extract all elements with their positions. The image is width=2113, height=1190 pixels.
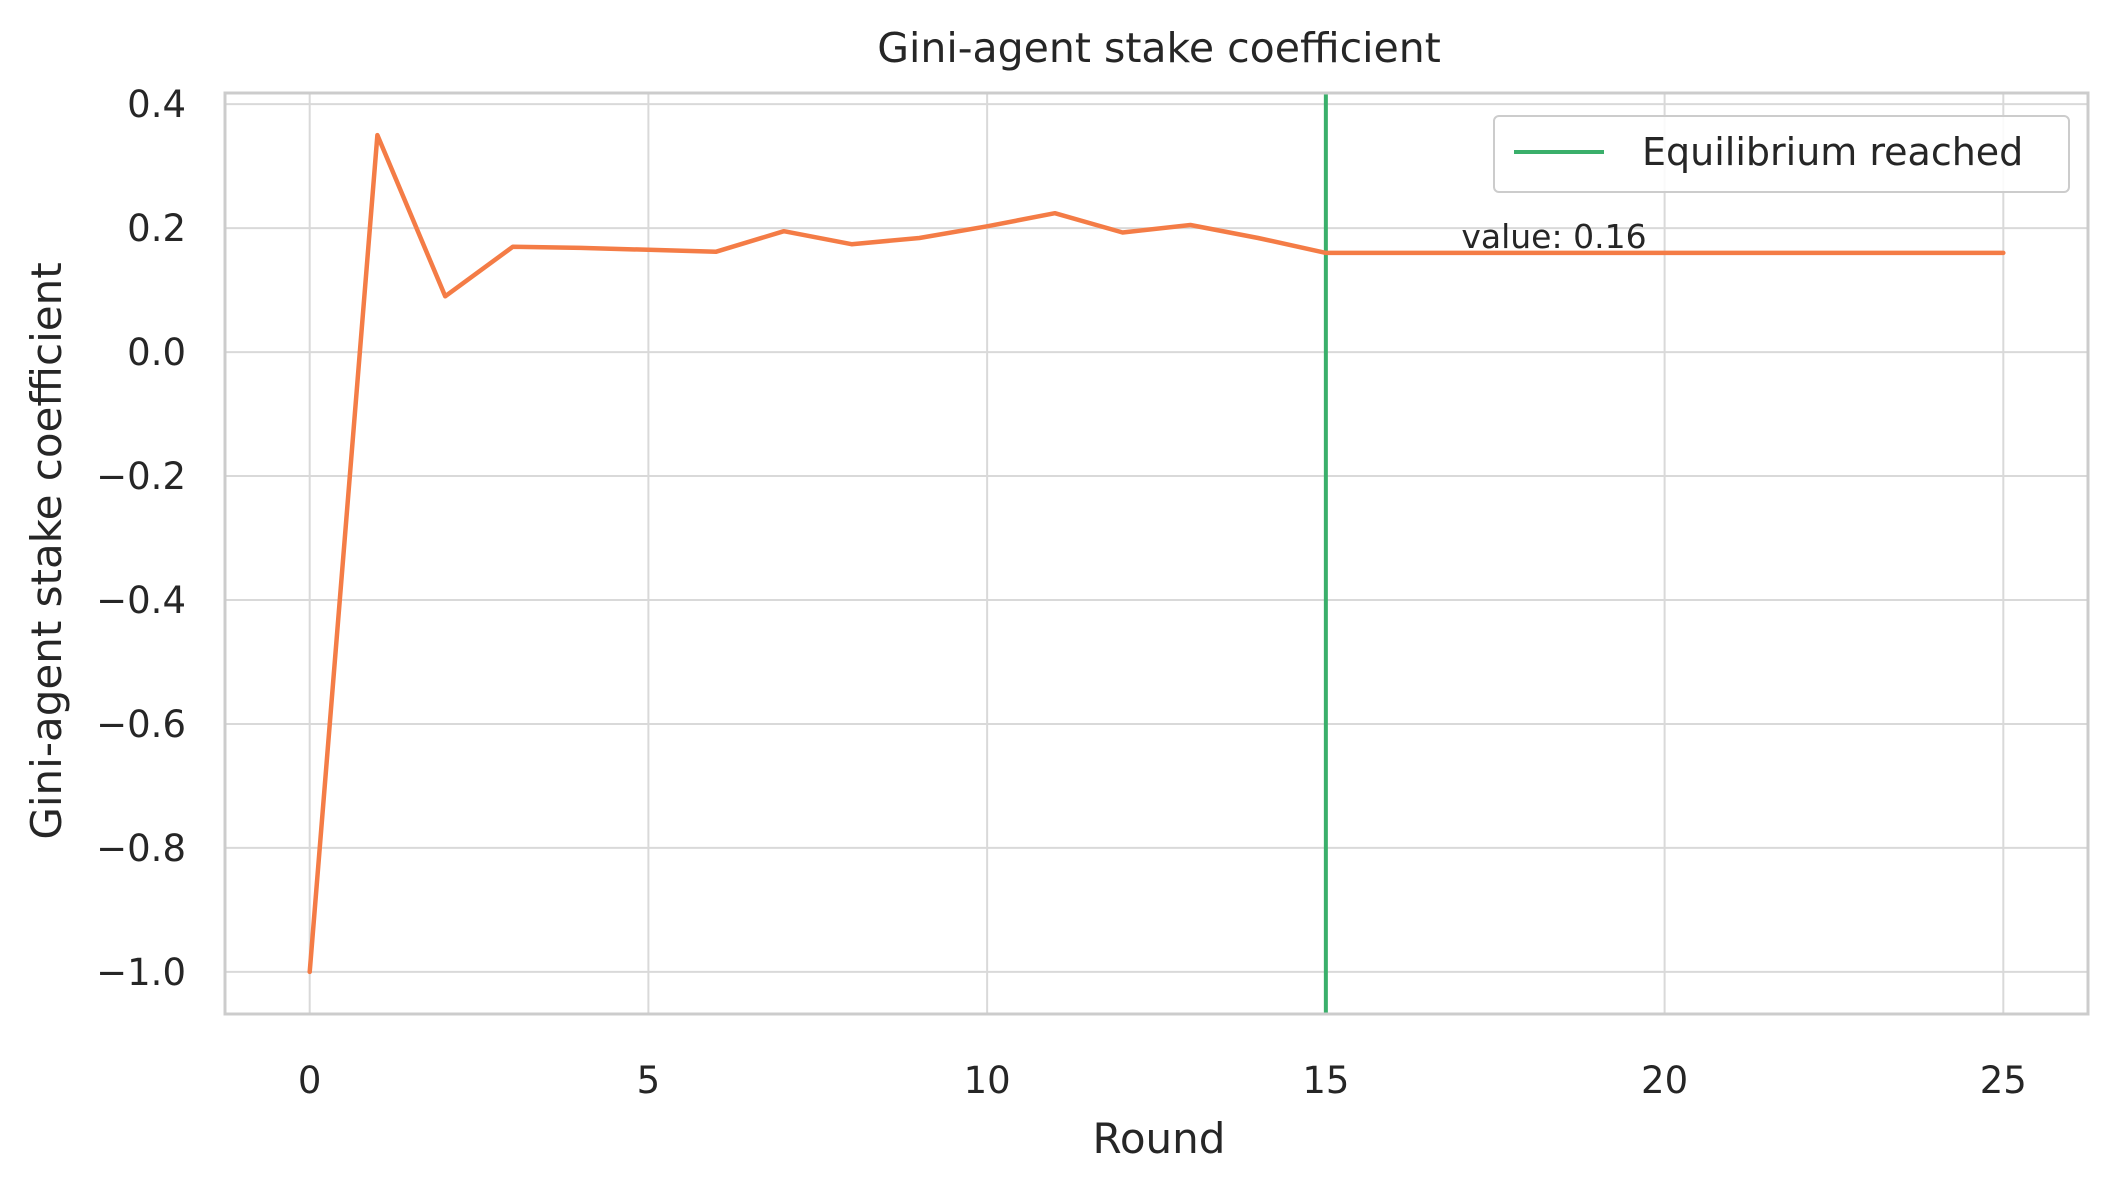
x-tick-label: 25 bbox=[1980, 1059, 2027, 1102]
x-tick-label: 0 bbox=[298, 1059, 322, 1102]
y-tick-label: −0.8 bbox=[96, 827, 186, 870]
y-tick-label: 0.2 bbox=[127, 207, 186, 250]
x-tick-label: 5 bbox=[637, 1059, 661, 1102]
legend-box bbox=[1493, 115, 2070, 193]
x-tick-label: 15 bbox=[1302, 1059, 1349, 1102]
x-tick-label: 10 bbox=[964, 1059, 1011, 1102]
value-annotation: value: 0.16 bbox=[1461, 217, 1646, 256]
series-line bbox=[307, 132, 2006, 975]
x-axis-label: Round bbox=[1093, 1114, 1226, 1163]
y-tick-label: −0.2 bbox=[96, 455, 186, 498]
x-tick-label: 20 bbox=[1641, 1059, 1688, 1102]
y-axis-ticks: 0.4 0.2 0.0 −0.2 −0.4 −0.6 −0.8 −1.0 bbox=[96, 83, 186, 994]
y-tick-label: 0.0 bbox=[127, 331, 186, 374]
x-axis-ticks: 0 5 10 15 20 25 bbox=[298, 1059, 2027, 1102]
y-tick-label: −0.4 bbox=[96, 579, 186, 622]
plot-frame bbox=[223, 91, 2090, 1016]
y-axis-label: Gini-agent stake coefficient bbox=[22, 262, 71, 839]
chart-title: Gini-agent stake coefficient bbox=[877, 24, 1441, 72]
legend: Equilibrium reached bbox=[1493, 115, 2070, 193]
legend-label: Equilibrium reached bbox=[1642, 130, 2023, 174]
y-tick-label: 0.4 bbox=[127, 83, 186, 126]
y-tick-label: −0.6 bbox=[96, 703, 186, 746]
grid-lines bbox=[225, 93, 2088, 1014]
series-layer bbox=[307, 93, 2006, 1014]
y-tick-label: −1.0 bbox=[96, 951, 186, 994]
